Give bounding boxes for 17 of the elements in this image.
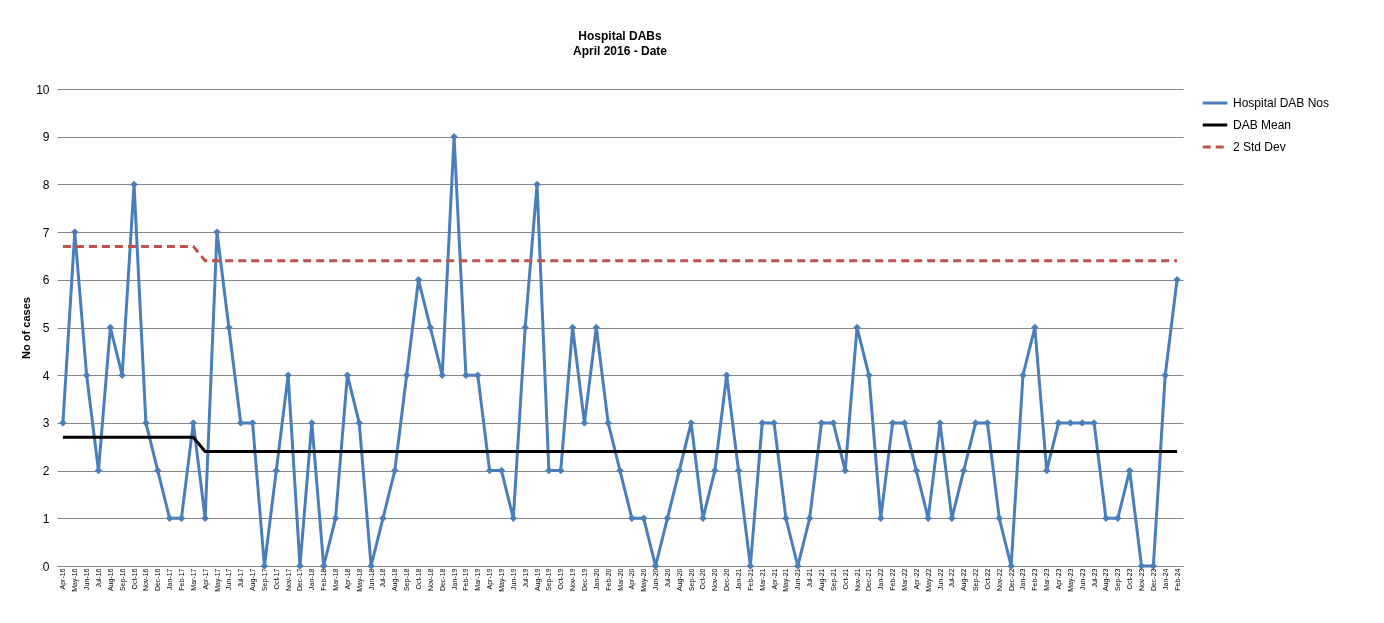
- y-tick-label: 9: [42, 130, 50, 145]
- y-tick-label: 5: [42, 321, 50, 335]
- y-tick-label: 0: [42, 559, 50, 574]
- legend-label: 2 Std Dev: [1233, 140, 1286, 154]
- y-tick-label: 1: [42, 511, 50, 526]
- y-tick-label: 2: [42, 464, 50, 479]
- y-tick-label: 10: [36, 82, 50, 97]
- y-tick-label: 4: [42, 368, 50, 383]
- chart-title: Hospital DABs: [578, 29, 662, 43]
- y-tick-label: 7: [42, 225, 50, 240]
- legend-label: Hospital DAB Nos: [1233, 96, 1330, 110]
- legend-label: DAB Mean: [1233, 118, 1292, 132]
- y-tick-label: 8: [42, 177, 50, 192]
- chart-subtitle: April 2016 - Date: [572, 44, 668, 58]
- y-axis-title: No of cases: [20, 297, 33, 359]
- y-tick-label: 6: [42, 273, 50, 288]
- y-tick-label: 3: [42, 416, 50, 431]
